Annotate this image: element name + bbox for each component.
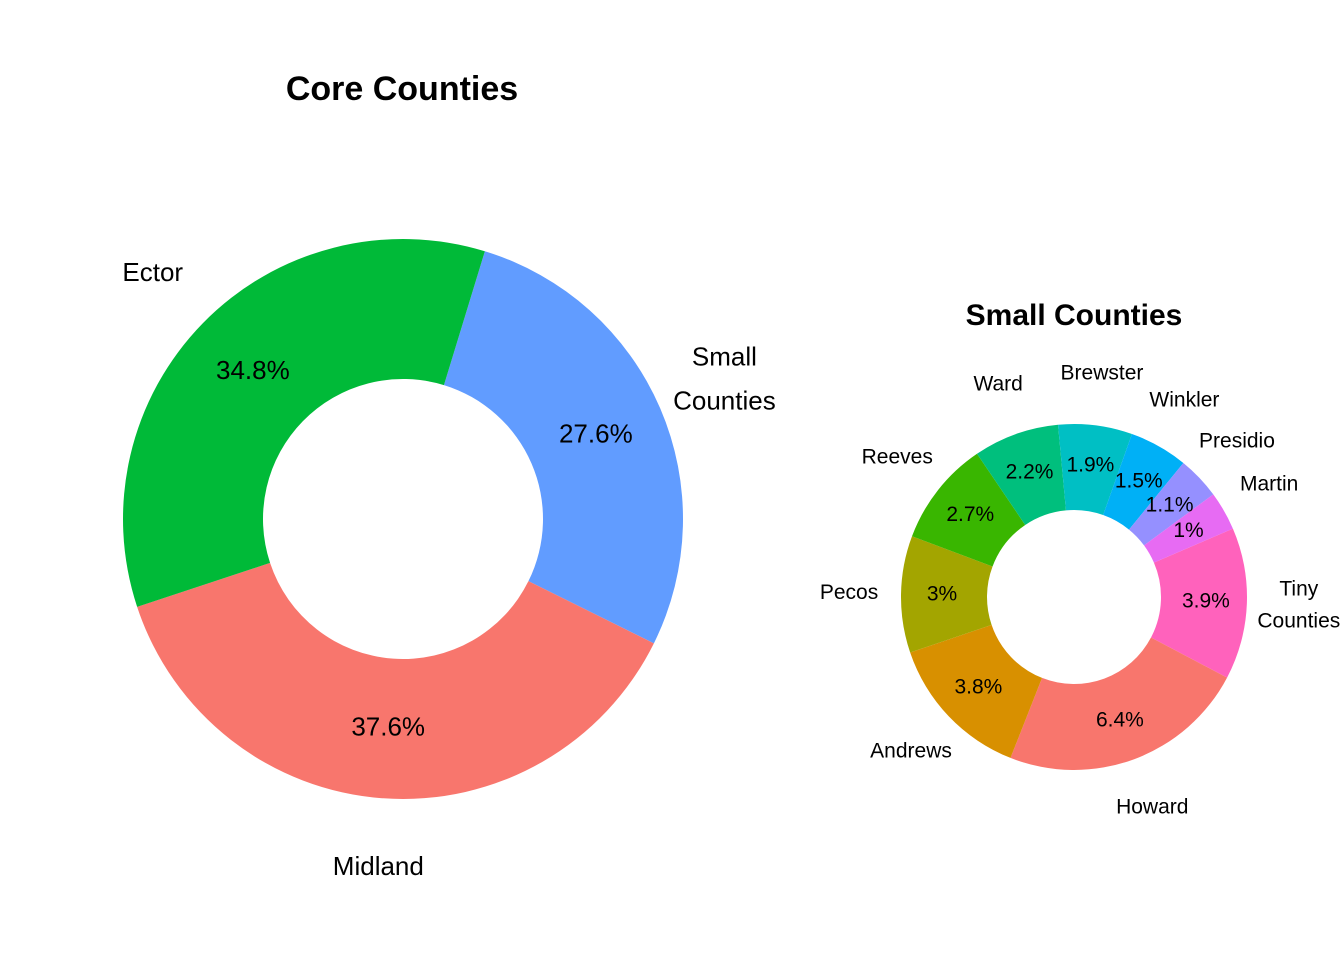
donut (123, 238, 683, 800)
slice-label: Midland (333, 851, 424, 881)
chart-title: Small Counties (966, 299, 1183, 332)
value-label: 3% (927, 582, 957, 605)
value-label: 37.6% (351, 711, 425, 741)
slice (900, 536, 993, 653)
slice-label: Ector (122, 257, 183, 287)
slice-label: Small Counties (673, 341, 776, 415)
slice-label: Martin (1240, 473, 1298, 496)
slice-label: Ward (973, 373, 1022, 396)
value-label: 6.4% (1096, 708, 1144, 731)
value-label: 1.9% (1066, 454, 1114, 477)
slice-label: Andrews (870, 740, 952, 763)
slice (443, 251, 683, 644)
slice (1058, 423, 1132, 516)
slice (1144, 494, 1233, 563)
slice (137, 562, 654, 800)
slice (977, 424, 1066, 525)
value-label: 2.7% (946, 503, 994, 526)
slice (1103, 433, 1184, 530)
slice (123, 238, 485, 607)
slice (1150, 528, 1247, 678)
slice (1128, 462, 1214, 546)
value-label: 34.8% (216, 355, 290, 385)
slice-label: Pecos (820, 581, 878, 604)
chart-title: Core Counties (286, 70, 518, 108)
value-label: 1.1% (1146, 494, 1194, 517)
slice-label: Howard (1116, 795, 1188, 818)
slice (1010, 637, 1228, 770)
slice (910, 624, 1043, 758)
slice-label: Winkler (1149, 389, 1219, 412)
value-label: 3.9% (1182, 590, 1230, 613)
value-label: 27.6% (559, 419, 633, 449)
slice (912, 453, 1026, 567)
slice-label: Brewster (1061, 361, 1144, 384)
value-label: 1.5% (1115, 470, 1163, 493)
slice-label: Reeves (862, 445, 933, 468)
value-label: 1% (1173, 519, 1203, 542)
slice-label: Presidio (1199, 429, 1275, 452)
value-label: 2.2% (1006, 460, 1054, 483)
donut (900, 423, 1247, 770)
value-label: 3.8% (954, 676, 1002, 699)
slice-label: Tiny Counties (1257, 577, 1340, 632)
